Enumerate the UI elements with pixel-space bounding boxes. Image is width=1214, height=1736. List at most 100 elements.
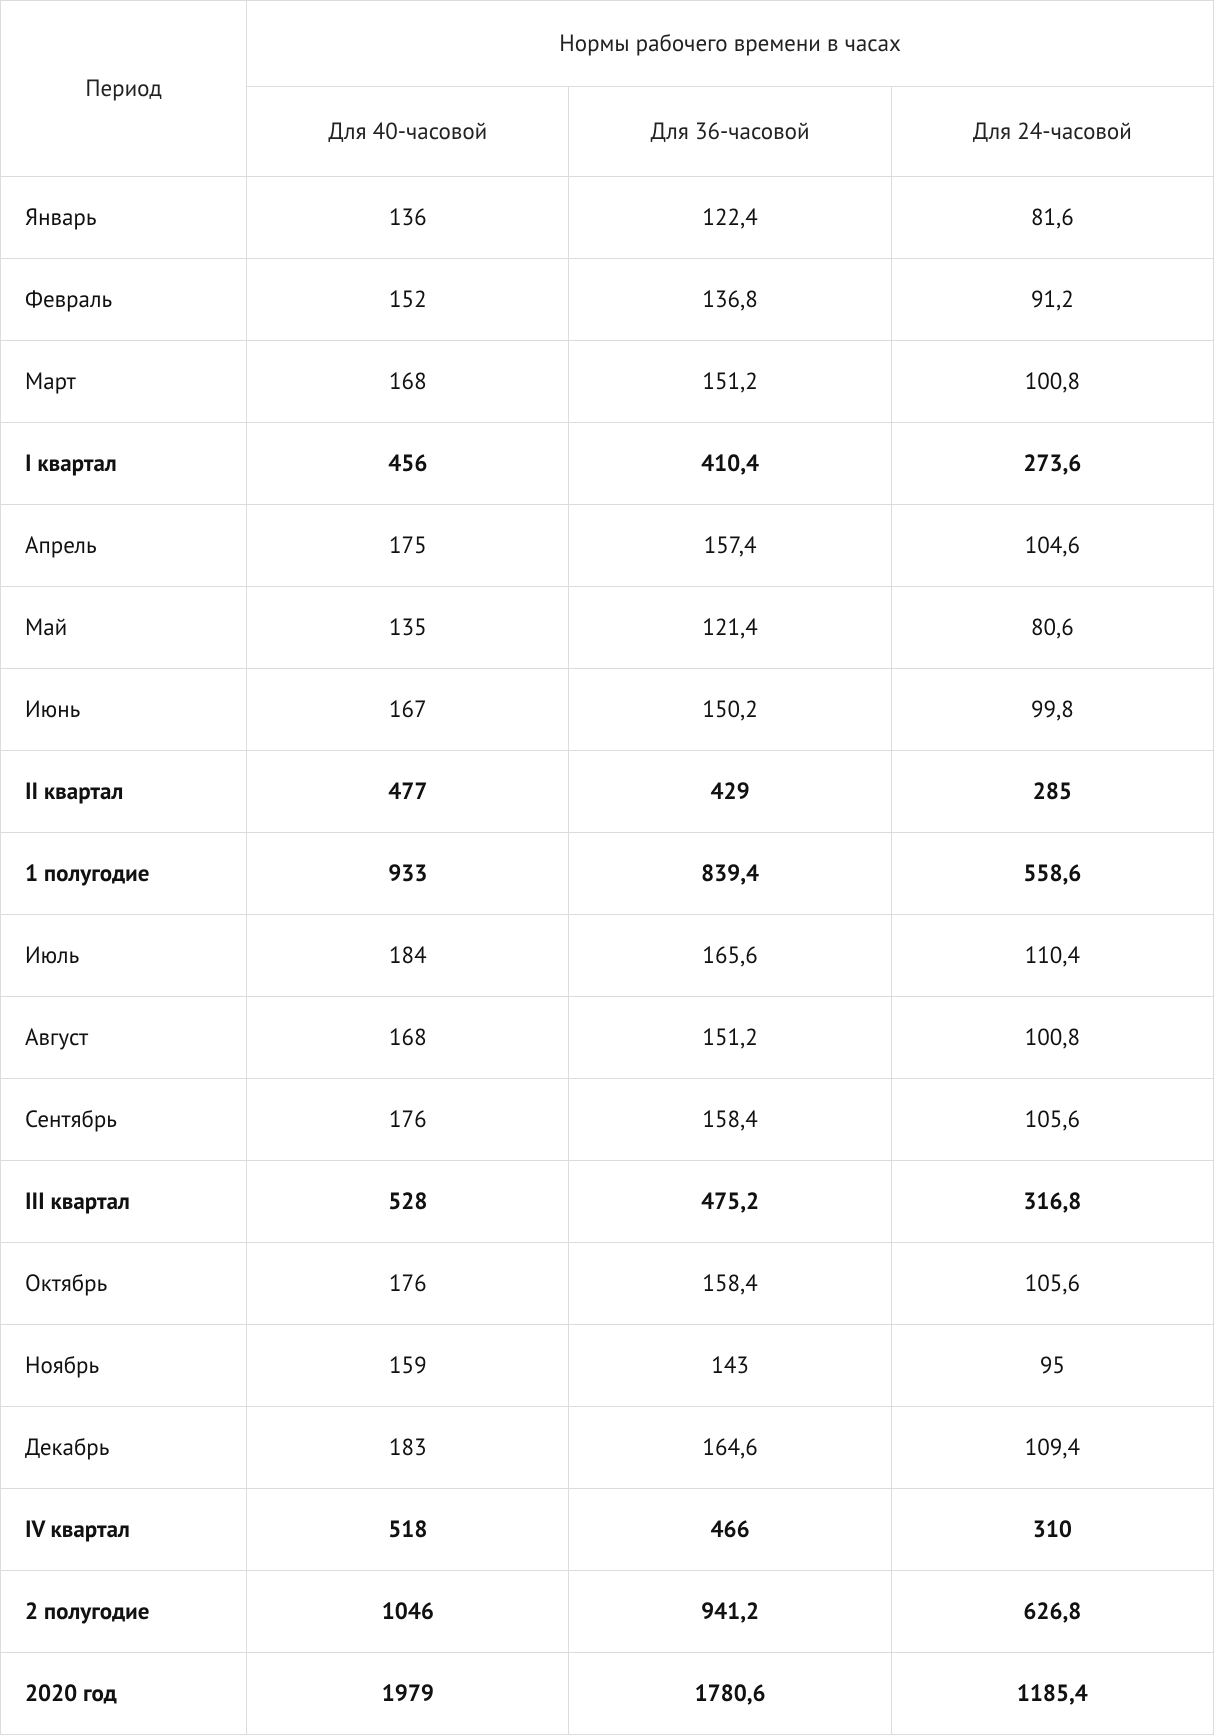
column-header-36h: Для 36-часовой <box>569 87 891 177</box>
column-header-period: Период <box>1 1 247 177</box>
cell-period: Ноябрь <box>1 1325 247 1407</box>
table-row: I квартал456410,4273,6 <box>1 423 1214 505</box>
cell-h40: 136 <box>247 177 569 259</box>
cell-h36: 122,4 <box>569 177 891 259</box>
cell-h24: 100,8 <box>891 997 1213 1079</box>
column-header-24h: Для 24-часовой <box>891 87 1213 177</box>
cell-h40: 184 <box>247 915 569 997</box>
cell-h24: 110,4 <box>891 915 1213 997</box>
cell-h40: 933 <box>247 833 569 915</box>
cell-period: Май <box>1 587 247 669</box>
table-row: IV квартал518466310 <box>1 1489 1214 1571</box>
table-row: Сентябрь176158,4105,6 <box>1 1079 1214 1161</box>
cell-h36: 151,2 <box>569 341 891 423</box>
cell-h36: 121,4 <box>569 587 891 669</box>
cell-period: Июнь <box>1 669 247 751</box>
cell-h40: 456 <box>247 423 569 505</box>
cell-period: Март <box>1 341 247 423</box>
table-row: II квартал477429285 <box>1 751 1214 833</box>
table-row: Июнь167150,299,8 <box>1 669 1214 751</box>
cell-h40: 168 <box>247 997 569 1079</box>
cell-h36: 158,4 <box>569 1243 891 1325</box>
table-row: Ноябрь15914395 <box>1 1325 1214 1407</box>
cell-h40: 176 <box>247 1079 569 1161</box>
table-row: 2020 год19791780,61185,4 <box>1 1653 1214 1735</box>
cell-period: 2 полугодие <box>1 1571 247 1653</box>
cell-h36: 157,4 <box>569 505 891 587</box>
cell-h36: 429 <box>569 751 891 833</box>
cell-h40: 167 <box>247 669 569 751</box>
cell-h40: 159 <box>247 1325 569 1407</box>
cell-h36: 151,2 <box>569 997 891 1079</box>
table-body: Январь136122,481,6Февраль152136,891,2Мар… <box>1 177 1214 1735</box>
table-row: Декабрь183164,6109,4 <box>1 1407 1214 1489</box>
column-header-40h: Для 40-часовой <box>247 87 569 177</box>
cell-h24: 105,6 <box>891 1243 1213 1325</box>
cell-period: 2020 год <box>1 1653 247 1735</box>
work-hours-table: Период Нормы рабочего времени в часах Дл… <box>0 0 1214 1735</box>
cell-h36: 164,6 <box>569 1407 891 1489</box>
table-row: Март168151,2100,8 <box>1 341 1214 423</box>
cell-h40: 1979 <box>247 1653 569 1735</box>
table-row: III квартал528475,2316,8 <box>1 1161 1214 1243</box>
cell-period: II квартал <box>1 751 247 833</box>
cell-h40: 477 <box>247 751 569 833</box>
cell-h40: 528 <box>247 1161 569 1243</box>
cell-h24: 95 <box>891 1325 1213 1407</box>
cell-h36: 150,2 <box>569 669 891 751</box>
cell-h36: 410,4 <box>569 423 891 505</box>
cell-period: Февраль <box>1 259 247 341</box>
cell-period: Июль <box>1 915 247 997</box>
cell-period: IV квартал <box>1 1489 247 1571</box>
cell-h40: 175 <box>247 505 569 587</box>
cell-h24: 109,4 <box>891 1407 1213 1489</box>
cell-h24: 91,2 <box>891 259 1213 341</box>
column-header-group: Нормы рабочего времени в часах <box>247 1 1214 87</box>
table-row: Июль184165,6110,4 <box>1 915 1214 997</box>
cell-h40: 168 <box>247 341 569 423</box>
cell-h36: 1780,6 <box>569 1653 891 1735</box>
table-header-row-1: Период Нормы рабочего времени в часах <box>1 1 1214 87</box>
table-row: Август168151,2100,8 <box>1 997 1214 1079</box>
cell-period: 1 полугодие <box>1 833 247 915</box>
cell-h24: 105,6 <box>891 1079 1213 1161</box>
cell-h36: 475,2 <box>569 1161 891 1243</box>
cell-period: III квартал <box>1 1161 247 1243</box>
cell-h36: 136,8 <box>569 259 891 341</box>
cell-h24: 81,6 <box>891 177 1213 259</box>
cell-h24: 273,6 <box>891 423 1213 505</box>
cell-h24: 99,8 <box>891 669 1213 751</box>
cell-h24: 310 <box>891 1489 1213 1571</box>
cell-h36: 839,4 <box>569 833 891 915</box>
cell-h24: 104,6 <box>891 505 1213 587</box>
cell-h24: 1185,4 <box>891 1653 1213 1735</box>
cell-h40: 152 <box>247 259 569 341</box>
table-row: Февраль152136,891,2 <box>1 259 1214 341</box>
cell-h24: 80,6 <box>891 587 1213 669</box>
cell-h24: 558,6 <box>891 833 1213 915</box>
table-row: Май135121,480,6 <box>1 587 1214 669</box>
cell-period: Август <box>1 997 247 1079</box>
table-row: Январь136122,481,6 <box>1 177 1214 259</box>
cell-h24: 285 <box>891 751 1213 833</box>
cell-h40: 183 <box>247 1407 569 1489</box>
table-row: Апрель175157,4104,6 <box>1 505 1214 587</box>
table-row: Октябрь176158,4105,6 <box>1 1243 1214 1325</box>
cell-h40: 176 <box>247 1243 569 1325</box>
cell-h36: 941,2 <box>569 1571 891 1653</box>
cell-h24: 316,8 <box>891 1161 1213 1243</box>
cell-h40: 518 <box>247 1489 569 1571</box>
cell-period: Декабрь <box>1 1407 247 1489</box>
cell-period: Сентябрь <box>1 1079 247 1161</box>
table-row: 1 полугодие933839,4558,6 <box>1 833 1214 915</box>
cell-h36: 466 <box>569 1489 891 1571</box>
cell-h24: 100,8 <box>891 341 1213 423</box>
cell-h40: 135 <box>247 587 569 669</box>
cell-h36: 165,6 <box>569 915 891 997</box>
cell-h36: 158,4 <box>569 1079 891 1161</box>
cell-period: Октябрь <box>1 1243 247 1325</box>
cell-h36: 143 <box>569 1325 891 1407</box>
table-row: 2 полугодие1046941,2626,8 <box>1 1571 1214 1653</box>
cell-period: Январь <box>1 177 247 259</box>
cell-h24: 626,8 <box>891 1571 1213 1653</box>
